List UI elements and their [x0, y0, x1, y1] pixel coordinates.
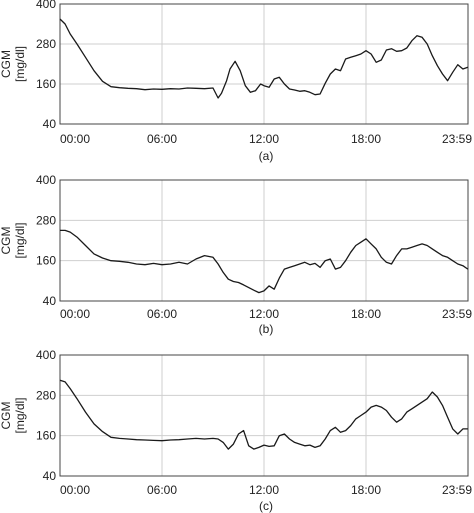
- x-tick-label: 06:00: [147, 307, 177, 321]
- y-tick-label: 400: [36, 173, 56, 187]
- x-tick-label: 23:59: [442, 307, 472, 321]
- x-tick-label: 12:00: [249, 132, 279, 146]
- y-tick-label: 160: [36, 77, 56, 91]
- y-axis-label: CGM: [0, 227, 13, 255]
- chart-caption: (c): [259, 499, 273, 513]
- cgm-series-line: [60, 229, 469, 294]
- x-tick-label: 18:00: [351, 307, 381, 321]
- y-tick-label: 400: [36, 0, 56, 11]
- x-tick-label: 06:00: [147, 132, 177, 146]
- x-tick-label: 23:59: [442, 132, 472, 146]
- x-tick-label: 23:59: [442, 483, 472, 497]
- x-tick-label: 00:00: [60, 132, 90, 146]
- x-tick-label: 00:00: [60, 307, 90, 321]
- plot-frame: [59, 3, 469, 125]
- x-tick-label: 18:00: [351, 483, 381, 497]
- chart-panel-2: 00:00 06:00 12:00 18:00 23:59 40 160 280 400 CGM[…: [0, 173, 472, 336]
- y-tick-label: 160: [36, 429, 56, 443]
- y-tick-label: 160: [36, 254, 56, 268]
- y-axis-label: [mg/dl]: [13, 397, 27, 433]
- y-tick-label: 280: [36, 213, 56, 227]
- x-tick-label: 12:00: [249, 483, 279, 497]
- y-tick-label: 400: [36, 348, 56, 362]
- chart-panel-3: 00:00 06:00 12:00 18:00 23:59 40 160 280 400 CGM[…: [0, 348, 472, 513]
- y-axis-label: CGM: [0, 402, 13, 430]
- x-tick-label: 12:00: [249, 307, 279, 321]
- x-tick-label: 18:00: [351, 132, 381, 146]
- y-axis-label: [mg/dl]: [13, 46, 27, 82]
- chart-caption: (b): [259, 322, 274, 336]
- chart-panel-1: 00:00 06:00 12:00 18:00 23:59 40 160 280 400 CGM[…: [0, 0, 472, 163]
- cgm-series-line: [59, 18, 469, 99]
- y-tick-label: 40: [43, 117, 57, 131]
- y-tick-label: 40: [43, 294, 57, 308]
- y-axis-label: [mg/dl]: [13, 222, 27, 258]
- x-tick-label: 00:00: [60, 483, 90, 497]
- y-tick-label: 40: [43, 469, 57, 483]
- plot-frame: [59, 354, 469, 477]
- y-tick-label: 280: [36, 388, 56, 402]
- plot-frame: [59, 179, 469, 302]
- y-axis-label: CGM: [0, 50, 13, 78]
- y-tick-label: 280: [36, 37, 56, 51]
- x-tick-label: 06:00: [147, 483, 177, 497]
- chart-caption: (a): [259, 149, 274, 163]
- cgm-series-line: [59, 379, 468, 450]
